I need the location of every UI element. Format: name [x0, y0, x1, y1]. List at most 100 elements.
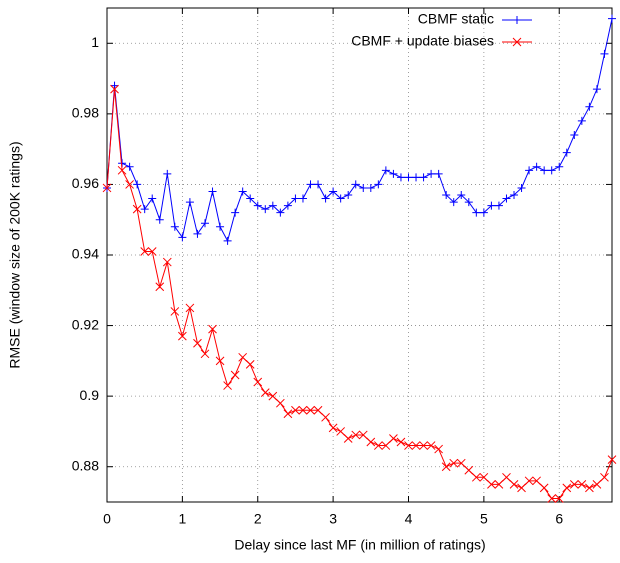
point [170, 222, 179, 231]
point [608, 14, 616, 23]
point [321, 412, 330, 422]
point [502, 194, 511, 203]
point [358, 430, 368, 440]
point [110, 84, 119, 94]
point [268, 201, 277, 210]
point [351, 180, 360, 189]
point [208, 324, 217, 334]
point [404, 173, 413, 182]
point [449, 198, 458, 207]
point [283, 409, 293, 419]
point [411, 441, 421, 450]
point [389, 169, 398, 178]
point [419, 441, 428, 450]
point [412, 173, 421, 182]
point [464, 465, 474, 475]
x-tick-label: 4 [405, 511, 413, 527]
point [185, 198, 194, 207]
point [351, 430, 361, 440]
x-tick-label: 1 [178, 511, 186, 527]
point [426, 441, 436, 450]
point [607, 455, 617, 465]
point [570, 131, 579, 140]
point [524, 476, 534, 486]
point [298, 405, 308, 415]
point [155, 215, 164, 224]
y-tick-label: 0.92 [72, 316, 99, 332]
point [253, 201, 262, 210]
point [231, 208, 240, 217]
point [306, 180, 315, 189]
point [132, 204, 142, 214]
point [600, 472, 609, 482]
point [336, 427, 346, 436]
point [178, 233, 187, 242]
x-tick-label: 2 [254, 511, 262, 527]
point [419, 173, 428, 182]
point [148, 194, 157, 203]
point [329, 187, 338, 196]
point [253, 377, 263, 387]
point [517, 183, 526, 192]
point [509, 480, 519, 489]
point [427, 169, 436, 178]
point [117, 165, 127, 175]
point [487, 480, 496, 489]
point [585, 102, 594, 111]
point [155, 282, 165, 292]
y-tick-label: 0.94 [72, 246, 99, 262]
point [449, 458, 459, 468]
point [381, 441, 391, 450]
point [434, 444, 443, 454]
point [200, 349, 210, 359]
point [125, 162, 134, 171]
point [381, 166, 390, 175]
point [510, 191, 519, 200]
point [396, 173, 405, 182]
point [208, 187, 217, 196]
point [562, 148, 571, 157]
point [261, 205, 270, 214]
point [366, 437, 376, 447]
point [359, 183, 368, 192]
point [238, 352, 248, 362]
point [525, 166, 534, 175]
point [215, 356, 225, 366]
point [291, 405, 300, 415]
point [170, 307, 180, 316]
point [162, 257, 172, 267]
point [328, 423, 338, 433]
point [457, 191, 466, 200]
point [178, 331, 187, 341]
point [494, 201, 503, 210]
point [298, 194, 307, 203]
x-tick-label: 0 [103, 511, 111, 527]
point [577, 480, 587, 489]
point [336, 194, 345, 203]
x-axis-label: Delay since last MF (in million of ratin… [234, 537, 485, 553]
point [193, 338, 202, 348]
point [366, 183, 375, 192]
point [555, 162, 564, 171]
point [163, 169, 172, 178]
series-line [106, 89, 613, 499]
point [577, 116, 586, 125]
point [592, 85, 601, 94]
legend-marker [513, 16, 521, 24]
point [216, 222, 225, 231]
x-tick-label: 3 [329, 511, 337, 527]
point [494, 480, 504, 489]
point [223, 381, 232, 390]
y-tick-label: 0.96 [72, 175, 99, 191]
point [102, 183, 112, 193]
point [532, 162, 541, 171]
point [479, 472, 489, 482]
point [456, 458, 466, 468]
y-tick-label: 0.98 [72, 105, 99, 121]
point [313, 405, 323, 415]
point [540, 166, 549, 175]
point [185, 303, 195, 313]
point [434, 169, 443, 178]
point [539, 483, 549, 493]
point [569, 480, 579, 489]
